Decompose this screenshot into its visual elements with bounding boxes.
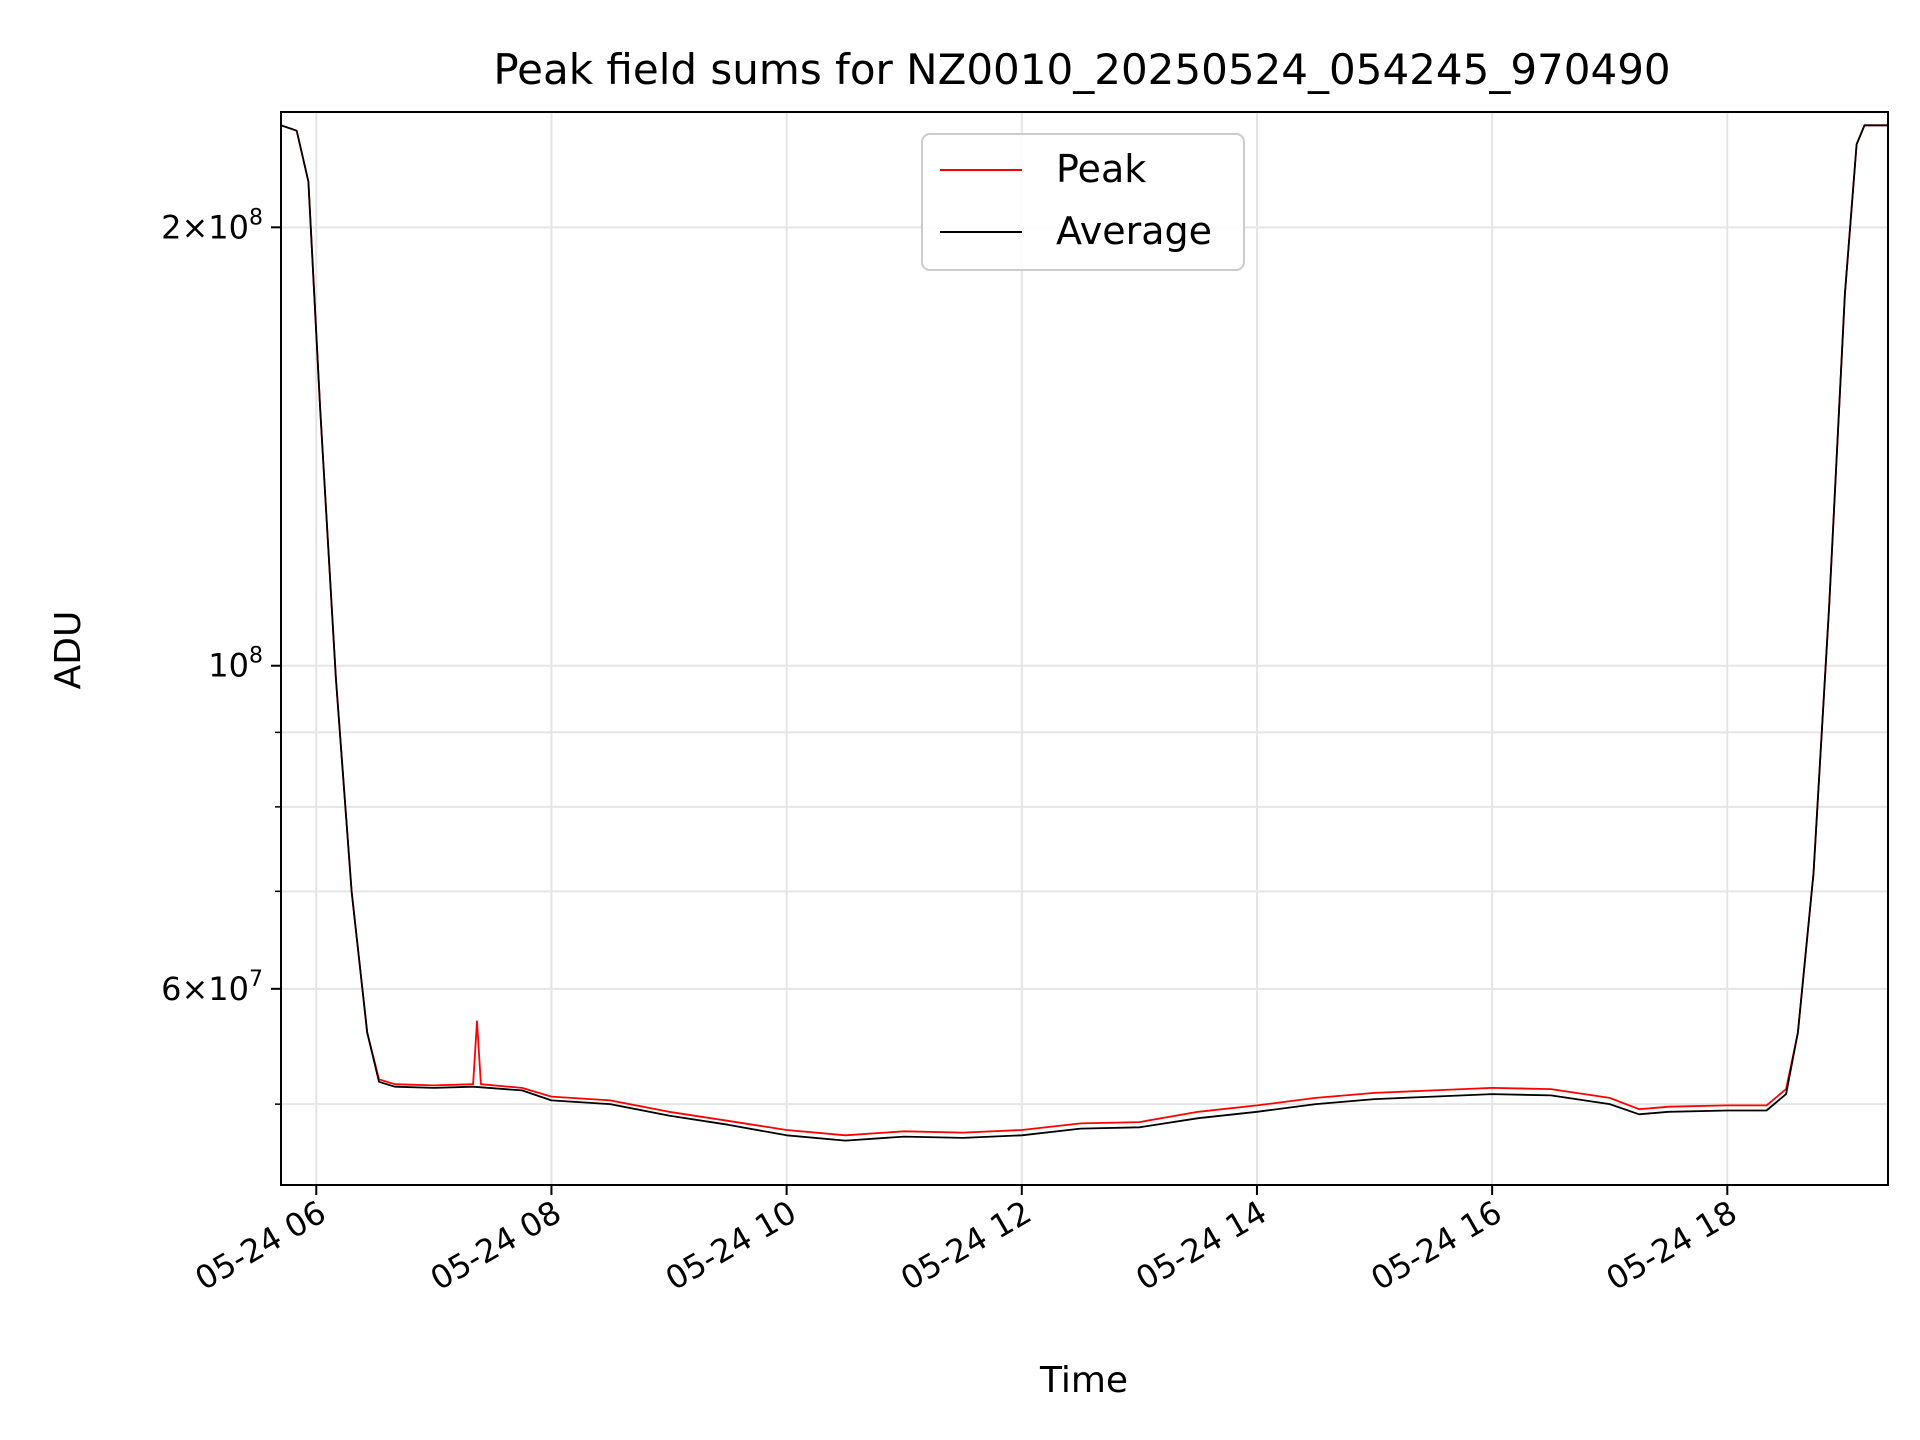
series-layer bbox=[280, 124, 1888, 1142]
y-tick-mantissa: 6 bbox=[161, 970, 181, 1008]
legend: Peak Average bbox=[921, 133, 1245, 271]
plot-area: 05-24 06 05-24 08 05-24 10 05-24 12 05-24 14… bbox=[161, 111, 1889, 1298]
y-tick-base: 10 bbox=[208, 647, 249, 685]
y-axis-label: ADU bbox=[48, 611, 89, 690]
series-line-average bbox=[280, 124, 1888, 1142]
y-tick-exponent: 7 bbox=[249, 967, 263, 992]
series-line-peak bbox=[280, 124, 1888, 1137]
plot-frame bbox=[280, 111, 1889, 1186]
legend-box bbox=[921, 133, 1245, 271]
y-tick-label: 108 bbox=[208, 644, 263, 685]
y-tick-mantissa: 2 bbox=[161, 208, 181, 246]
y-tick-base: 10 bbox=[208, 970, 249, 1008]
y-tick-label: 6×107 bbox=[161, 967, 263, 1008]
legend-label-average: Average bbox=[1056, 209, 1212, 253]
plot-background bbox=[281, 112, 1888, 1185]
chart-title: Peak field sums for NZ0010_20250524_0542… bbox=[493, 45, 1670, 94]
y-tick-exponent: 8 bbox=[249, 644, 263, 669]
y-tick-label: 2×108 bbox=[161, 205, 263, 246]
y-tick-exponent: 8 bbox=[249, 205, 263, 230]
x-axis-label: Time bbox=[1039, 1360, 1128, 1401]
y-tick-base: 10 bbox=[208, 208, 249, 246]
y-tick-times-sign: × bbox=[181, 208, 208, 246]
y-tick-times-sign: × bbox=[181, 970, 208, 1008]
legend-label-peak: Peak bbox=[1056, 147, 1146, 191]
